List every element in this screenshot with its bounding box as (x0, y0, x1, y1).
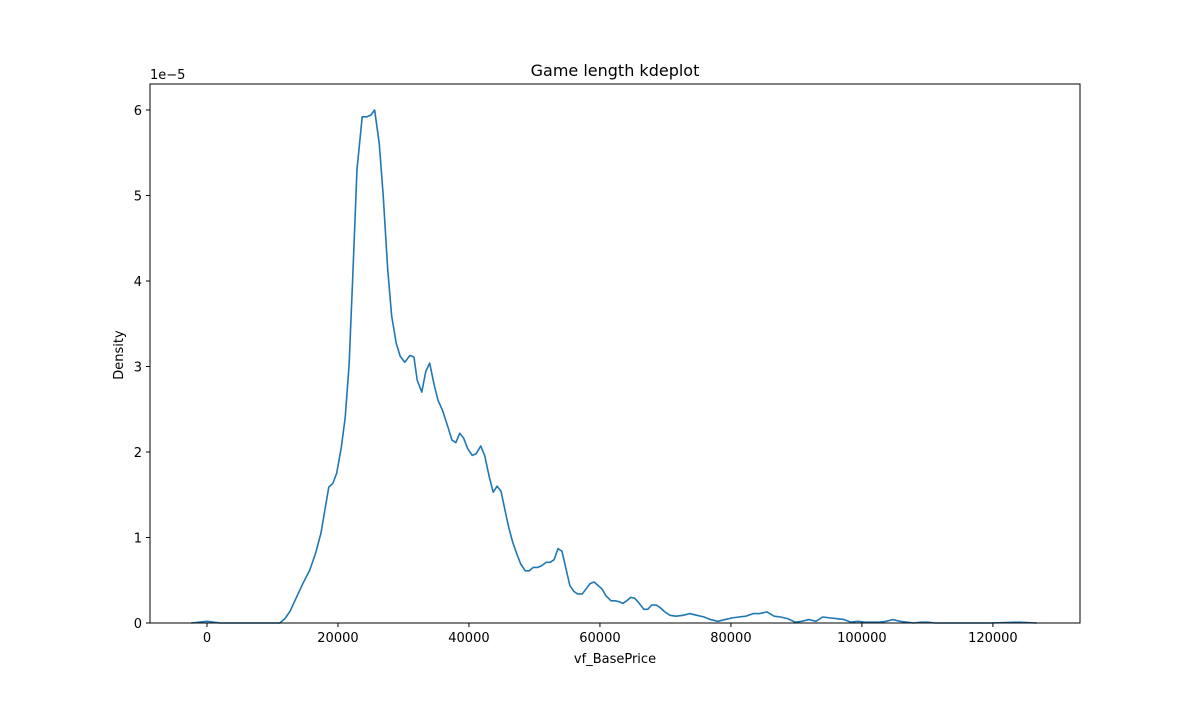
y-axis-label: Density (112, 330, 127, 380)
x-tick-label: 0 (203, 631, 211, 646)
plot-frame (149, 83, 1081, 624)
y-tick-label: 4 (134, 275, 142, 290)
y-offset-label: 1e−5 (150, 68, 185, 83)
x-tick-label: 100000 (837, 631, 887, 646)
y-tick-label: 1 (134, 531, 142, 546)
x-tick-label: 20000 (317, 631, 358, 646)
x-tick-label: 60000 (579, 631, 620, 646)
y-tick-label: 0 (134, 617, 142, 632)
y-tick-label: 3 (134, 360, 142, 375)
y-tick-label: 2 (134, 446, 142, 461)
density-line (191, 109, 1037, 624)
chart-title: Game length kdeplot (531, 61, 700, 80)
x-tick-label: 80000 (710, 631, 751, 646)
y-tick-label: 6 (134, 104, 142, 119)
x-tick-label: 40000 (448, 631, 489, 646)
x-axis-label: vf_BasePrice (574, 652, 656, 667)
x-tick-label: 120000 (968, 631, 1018, 646)
y-tick-label: 5 (134, 189, 142, 204)
